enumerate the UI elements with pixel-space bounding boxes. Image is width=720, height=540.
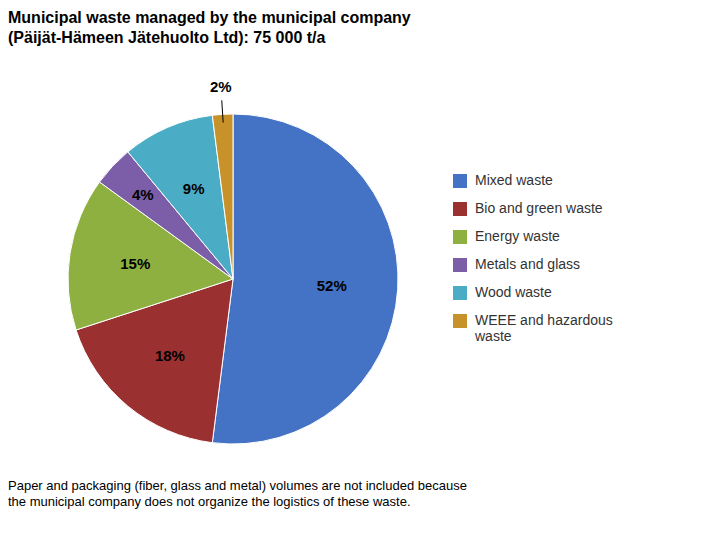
html-text:Bio and green waste: Bio and green waste <box>475 200 603 216</box>
html-text:Metals and glass: Metals and glass <box>475 256 581 272</box>
html-text:WEEE and hazardous: WEEE and hazardous <box>475 312 613 328</box>
svg-text:4%: 4% <box>132 186 154 203</box>
html-text:Mixed waste: Mixed waste <box>475 172 553 188</box>
svg-text:9%: 9% <box>183 180 205 197</box>
html-text:waste: waste <box>475 328 512 344</box>
html-text:the municipal company does not: the municipal company does not organize … <box>8 494 411 509</box>
svg-text:2%: 2% <box>210 78 232 95</box>
svg-text:52%: 52% <box>317 277 347 294</box>
html-text:Energy waste: Energy waste <box>475 228 560 244</box>
html-text:Paper and packaging (fiber, gl: Paper and packaging (fiber, glass and me… <box>8 478 467 493</box>
html-text:Wood waste: Wood waste <box>475 284 552 300</box>
svg-text:15%: 15% <box>120 255 150 272</box>
svg-text:18%: 18% <box>155 347 185 364</box>
html-text:Municipal waste managed by the: Municipal waste managed by the municipal… <box>8 9 411 26</box>
html-text:(Päijät-Hämeen Jätehuolto Ltd): (Päijät-Hämeen Jätehuolto Ltd): 75 000 t… <box>8 29 326 46</box>
